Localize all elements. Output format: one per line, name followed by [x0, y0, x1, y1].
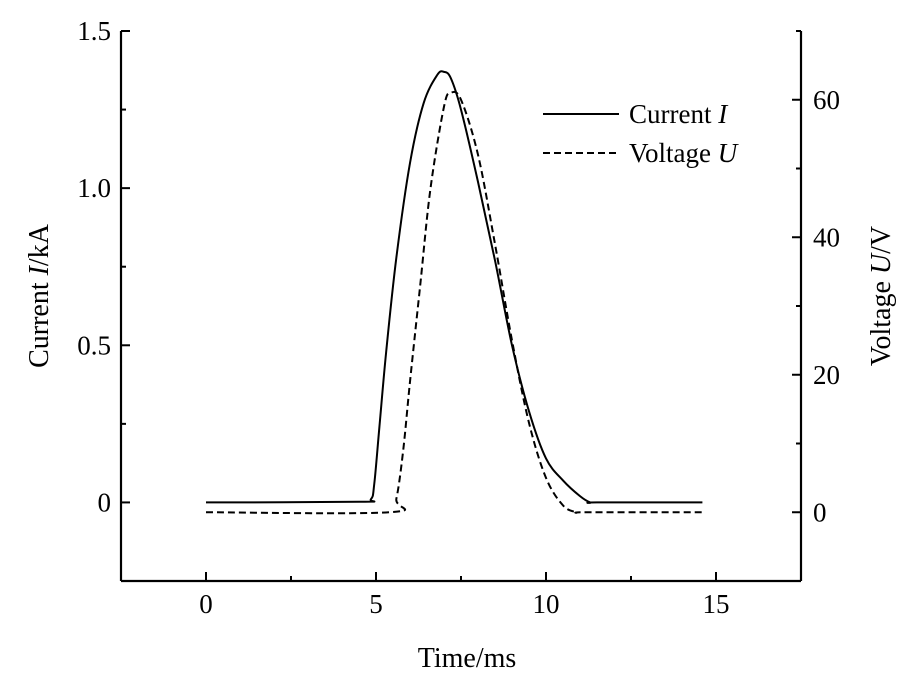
- series-line-current: [205, 70, 703, 504]
- x-tick-label: 5: [369, 589, 383, 619]
- x-tick-label: 15: [703, 589, 730, 619]
- x-tick-label: 10: [533, 589, 560, 619]
- y-left-axis-title-text: Current: [24, 275, 55, 368]
- legend-label-current-text: Current: [629, 99, 718, 129]
- y-left-tick-label: 0: [98, 487, 112, 517]
- x-tick-label: 0: [199, 589, 213, 619]
- y-right-tick-label: 20: [813, 360, 840, 390]
- y-right-tick-label: 0: [813, 497, 827, 527]
- y-left-tick-label: 1.0: [77, 173, 111, 203]
- y-left-tick-label: 1.5: [77, 16, 111, 46]
- legend-label-voltage: Voltage U: [629, 138, 739, 168]
- legend: Current I Voltage U: [543, 99, 739, 168]
- legend-label-voltage-text: Voltage: [629, 138, 718, 168]
- legend-label-current-var: I: [717, 99, 729, 129]
- tick-labels: 0 5 10 15 0 0.5 1.0 1.5 0 20 40 60: [77, 16, 840, 619]
- y-right-axis-title-unit: /V: [866, 226, 897, 254]
- ticks: [120, 30, 802, 582]
- y-right-axis-title-text: Voltage: [866, 274, 897, 366]
- legend-label-current: Current I: [629, 99, 729, 129]
- y-left-axis-title: Current I/kA: [24, 223, 55, 368]
- y-left-tick-label: 0.5: [77, 330, 111, 360]
- x-axis-title: Time/ms: [418, 643, 517, 674]
- y-left-axis-title-var: I: [24, 264, 55, 276]
- y-right-axis-title: Voltage U/V: [866, 226, 897, 366]
- series-layer: [205, 70, 703, 515]
- y-left-axis-title-unit: /kA: [24, 223, 55, 266]
- y-right-tick-label: 60: [813, 85, 840, 115]
- series-line-voltage: [205, 90, 703, 515]
- y-right-tick-label: 40: [813, 222, 840, 252]
- legend-label-voltage-var: U: [718, 138, 739, 168]
- y-right-axis-title-var: U: [866, 252, 897, 274]
